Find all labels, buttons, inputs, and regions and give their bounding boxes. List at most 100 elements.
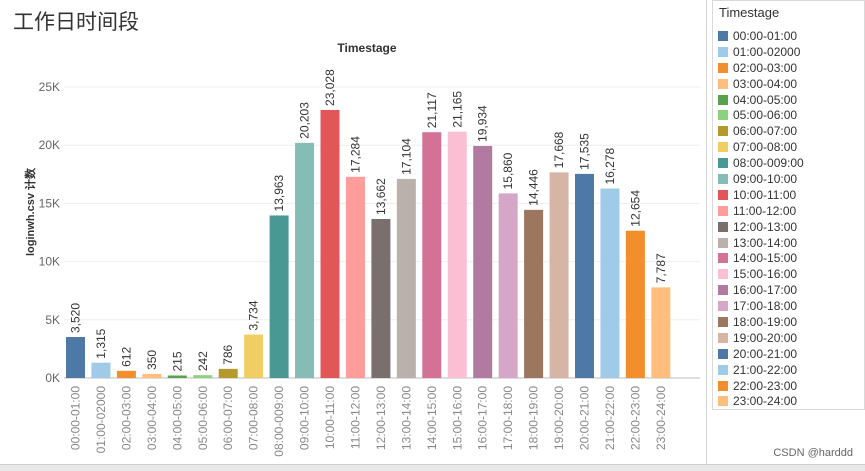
legend-item[interactable]: 23:00-24:00	[718, 393, 804, 409]
legend-label: 10:00-11:00	[733, 187, 797, 202]
x-tick-label: 02:00-03:00	[119, 386, 133, 450]
bar	[498, 193, 518, 378]
data-label: 15,860	[501, 152, 515, 189]
legend-item[interactable]: 06:00-07:00	[718, 123, 804, 139]
legend-label: 07:00-08:00	[733, 140, 798, 155]
legend-item[interactable]: 18:00-19:00	[718, 314, 804, 330]
data-label: 17,668	[552, 131, 566, 168]
legend-label: 09:00-10:00	[733, 171, 798, 186]
data-label: 19,934	[476, 105, 490, 142]
bar	[269, 215, 289, 378]
data-label: 17,104	[399, 138, 413, 175]
legend-swatch	[718, 30, 728, 41]
bar	[422, 132, 442, 378]
x-tick-label: 08:00-009:00	[272, 386, 286, 457]
legend-swatch	[718, 94, 728, 105]
legend-item[interactable]: 11:00-12:00	[718, 203, 804, 219]
bottom-scrollbar[interactable]	[0, 464, 865, 471]
legend-item[interactable]: 07:00-08:00	[718, 139, 804, 155]
legend-item[interactable]: 12:00-13:00	[718, 219, 804, 235]
bar	[116, 370, 136, 378]
legend-item[interactable]: 17:00-18:00	[718, 298, 804, 314]
legend-swatch	[718, 142, 728, 153]
legend-list: 00:00-01:00 01:00-02000 02:00-03:00 03:00-0…	[718, 28, 804, 409]
legend-swatch	[718, 126, 728, 137]
x-tick-label: 04:00-05:00	[170, 386, 184, 450]
x-tick-label: 10:00-11:00	[323, 386, 337, 449]
x-tick-label: 00:00-01:00	[69, 386, 83, 450]
bar	[244, 334, 264, 378]
legend-swatch	[718, 205, 728, 216]
legend-item[interactable]: 05:00-06:00	[718, 107, 804, 123]
legend-swatch	[718, 253, 728, 264]
data-label: 7,787	[654, 253, 668, 283]
legend-swatch	[718, 173, 728, 184]
legend-label: 00:00-01:00	[733, 28, 798, 43]
legend-label: 04:00-05:00	[733, 92, 798, 107]
legend-label: 05:00-06:00	[733, 108, 798, 123]
x-tick-label: 16:00-17:00	[476, 386, 490, 450]
bar	[447, 131, 467, 378]
bar	[295, 142, 315, 378]
legend-item[interactable]: 14:00-15:00	[718, 250, 804, 266]
y-tick-label: 20K	[39, 138, 60, 152]
bar	[91, 362, 111, 378]
legend-label: 22:00-23:00	[733, 378, 798, 393]
data-label: 17,284	[348, 136, 362, 173]
y-tick-label: 10K	[39, 255, 60, 269]
bar	[371, 218, 391, 378]
legend-label: 12:00-13:00	[733, 219, 798, 234]
legend-label: 18:00-19:00	[733, 314, 798, 329]
data-label: 12,654	[628, 190, 642, 227]
bar	[167, 375, 187, 378]
legend-swatch	[718, 78, 728, 89]
legend-item[interactable]: 13:00-14:00	[718, 235, 804, 251]
bar	[320, 109, 340, 379]
legend-item[interactable]: 21:00-22:00	[718, 362, 804, 378]
legend-item[interactable]: 20:00-21:00	[718, 346, 804, 362]
x-tick-label: 23:00-24:00	[654, 386, 668, 450]
y-tick-label: 5K	[45, 313, 60, 327]
legend-title: Timestage	[719, 5, 780, 20]
watermark: CSDN @harddd	[773, 447, 853, 459]
y-tick-label: 25K	[39, 80, 60, 94]
legend-item[interactable]: 22:00-23:00	[718, 378, 804, 394]
legend-item[interactable]: 10:00-11:00	[718, 187, 804, 203]
legend-label: 17:00-18:00	[733, 299, 798, 314]
data-label: 350	[145, 350, 159, 370]
x-tick-label: 17:00-18:00	[501, 386, 515, 450]
legend-item[interactable]: 02:00-03:00	[718, 60, 804, 76]
x-tick-label: 20:00-21:00	[578, 386, 592, 450]
data-label: 17,535	[578, 133, 592, 170]
legend-label: 16:00-17:00	[733, 283, 798, 298]
x-tick-label: 11:00-12:00	[348, 386, 362, 449]
legend-label: 01:00-02000	[733, 44, 801, 59]
bar	[142, 373, 162, 378]
legend-label: 06:00-07:00	[733, 124, 798, 139]
legend-item[interactable]: 19:00-20:00	[718, 330, 804, 346]
legend-swatch	[718, 332, 728, 343]
legend-item[interactable]: 08:00-009:00	[718, 155, 804, 171]
data-label: 3,520	[69, 303, 83, 333]
bar	[524, 209, 544, 378]
legend-item[interactable]: 01:00-02000	[718, 44, 804, 60]
y-axis-label: loginwh.csv 计数	[23, 167, 37, 256]
legend-label: 19:00-20:00	[733, 330, 798, 345]
data-label: 20,203	[298, 102, 312, 139]
legend-item[interactable]: 15:00-16:00	[718, 266, 804, 282]
chart-title: Timestage	[337, 41, 396, 55]
data-label: 21,117	[425, 92, 439, 128]
legend-label: 13:00-14:00	[733, 235, 798, 250]
x-tick-label: 06:00-07:00	[221, 386, 235, 450]
x-tick-label: 12:00-13:00	[374, 386, 388, 450]
legend-label: 20:00-21:00	[733, 346, 798, 361]
legend-item[interactable]: 16:00-17:00	[718, 282, 804, 298]
bar	[625, 230, 645, 378]
legend-item[interactable]: 03:00-04:00	[718, 76, 804, 92]
legend-label: 15:00-16:00	[733, 267, 798, 282]
data-label: 13,963	[272, 174, 286, 211]
data-label: 23,028	[323, 69, 337, 106]
legend-item[interactable]: 00:00-01:00	[718, 28, 804, 44]
legend-item[interactable]: 09:00-10:00	[718, 171, 804, 187]
legend-item[interactable]: 04:00-05:00	[718, 92, 804, 108]
